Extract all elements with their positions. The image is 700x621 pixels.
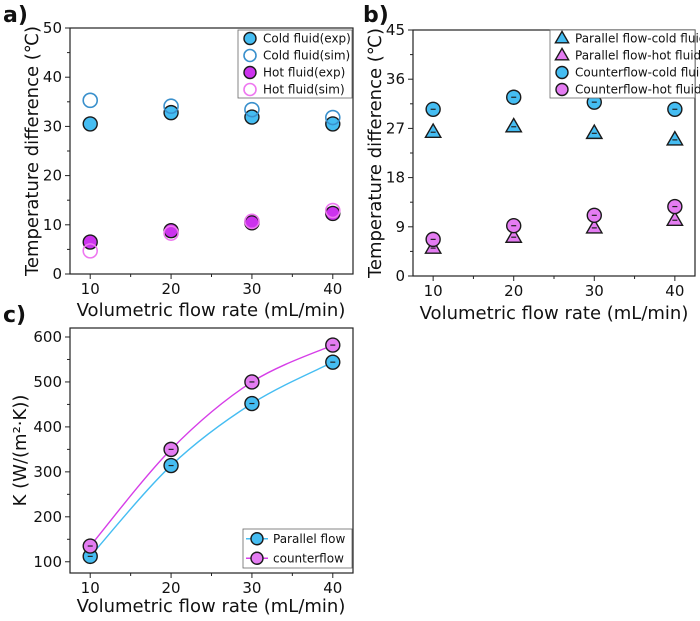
legend: Parallel flow-cold fluid Parallel flow-ho… <box>549 29 700 99</box>
x-tick-label: 30 <box>242 579 261 597</box>
y-tick-label: 200 <box>33 508 62 526</box>
y-tick-label: 27 <box>386 119 405 137</box>
y-tick-label: 36 <box>386 70 405 88</box>
y-tick-label: 45 <box>386 21 405 39</box>
x-tick-label: 40 <box>665 282 684 300</box>
series-counterflow-hot-fluid <box>425 198 683 248</box>
x-tick-label: 30 <box>242 280 261 298</box>
y-tick-label: 400 <box>33 418 62 436</box>
x-tick-label: 10 <box>81 280 100 298</box>
chart-panel-a: a) 10 20 30 40 0 10 20 30 40 50 Volumetric flow rat… <box>3 3 354 321</box>
data-point <box>585 218 604 234</box>
series-parallel-flow-cold-fluid <box>424 117 684 146</box>
legend-entry: Counterflow-cold fluid <box>575 66 700 80</box>
y-tick-label: 9 <box>395 218 405 236</box>
y-tick-label: 300 <box>33 463 62 481</box>
data-point <box>82 243 99 259</box>
data-point <box>424 122 443 138</box>
x-axis-label: Volumetric flow rate (mL/min) <box>77 300 346 321</box>
series-counterflow-cold-fluid <box>425 89 683 117</box>
legend-entry: Counterflow-hot fluid <box>575 83 700 97</box>
x-tick-label: 20 <box>162 280 181 298</box>
y-tick-label: 0 <box>395 267 405 285</box>
series-counterflow <box>82 337 341 554</box>
data-point <box>244 213 260 230</box>
legend-marker <box>243 65 257 80</box>
legend-marker <box>243 48 257 63</box>
panel-label: a) <box>3 3 28 28</box>
y-tick-label: 0 <box>52 265 62 283</box>
data-point <box>504 117 523 133</box>
legend-entry: Hot fluid(exp) <box>263 66 345 80</box>
data-point <box>324 202 341 219</box>
data-point <box>82 116 98 132</box>
chart-panel-b: b) 10 20 30 40 0 9 18 27 36 45 Volumetric flow rate… <box>363 3 700 324</box>
legend: Cold fluid(exp) Cold fluid(sim) Hot fluid(… <box>237 29 353 99</box>
legend-marker <box>554 30 570 44</box>
legend-marker <box>555 65 569 80</box>
x-tick-label: 20 <box>162 579 181 597</box>
data-point <box>665 210 684 226</box>
data-point <box>324 109 341 126</box>
legend-entry: Cold fluid(exp) <box>263 32 351 46</box>
x-axis-label: Volumetric flow rate (mL/min) <box>77 596 346 617</box>
y-tick-label: 500 <box>33 373 62 391</box>
x-tick-label: 20 <box>504 282 523 300</box>
y-tick-label: 100 <box>33 553 62 571</box>
x-axis-label: Volumetric flow rate (mL/min) <box>420 303 689 324</box>
data-point <box>163 225 179 241</box>
y-tick-label: 10 <box>43 216 62 234</box>
series-parallel-flow-hot-fluid <box>424 210 684 254</box>
legend-marker <box>243 31 257 46</box>
data-point <box>163 98 179 115</box>
x-tick-label: 10 <box>424 282 443 300</box>
legend-marker <box>243 82 257 97</box>
chart-panel-c: c) 10 20 30 40 100 200 300 400 500 600 Volumetric f… <box>3 303 354 617</box>
y-tick-label: 18 <box>386 169 405 187</box>
y-axis-label: Temperature difference (℃) <box>22 26 43 277</box>
data-point <box>82 92 99 109</box>
legend-entry: Parallel flow-cold fluid <box>575 32 700 46</box>
series-line <box>89 344 334 547</box>
y-tick-label: 20 <box>43 167 62 185</box>
legend-box <box>237 29 353 99</box>
series-cold-fluid-sim- <box>82 92 341 126</box>
series-hot-fluid-sim- <box>82 202 341 259</box>
data-point <box>665 130 684 146</box>
series-hot-fluid-exp- <box>82 205 341 250</box>
data-point <box>585 123 604 140</box>
y-tick-label: 40 <box>43 68 62 86</box>
x-tick-label: 30 <box>585 282 604 300</box>
data-point <box>244 101 260 118</box>
y-tick-label: 50 <box>43 19 62 37</box>
series-line <box>89 361 334 557</box>
legend-marker <box>554 47 570 61</box>
legend: Parallel flow counterflow <box>242 528 353 569</box>
data-point <box>325 205 341 222</box>
x-tick-label: 10 <box>81 579 100 597</box>
legend-entry: Hot fluid(sim) <box>263 83 345 97</box>
panel-label: c) <box>3 303 26 328</box>
legend-entry: Parallel flow-hot fluid <box>575 49 700 63</box>
y-tick-label: 30 <box>43 117 62 135</box>
panel-label: b) <box>363 3 389 28</box>
y-tick-label: 600 <box>33 328 62 346</box>
legend-marker <box>250 532 264 546</box>
y-axis-label: Temperature difference (℃) <box>365 28 386 279</box>
series-cold-fluid-exp- <box>82 104 341 132</box>
legend-entry: Parallel flow <box>273 532 345 546</box>
legend-marker <box>555 82 569 97</box>
data-point <box>504 227 523 243</box>
legend-box <box>549 29 696 99</box>
legend-marker <box>250 551 264 565</box>
y-axis-label: K (W/(m²·K)) <box>10 395 31 507</box>
legend-entry: counterflow <box>273 551 344 565</box>
x-tick-label: 40 <box>323 280 342 298</box>
legend-entry: Cold fluid(sim) <box>263 49 350 63</box>
x-tick-label: 40 <box>323 579 342 597</box>
